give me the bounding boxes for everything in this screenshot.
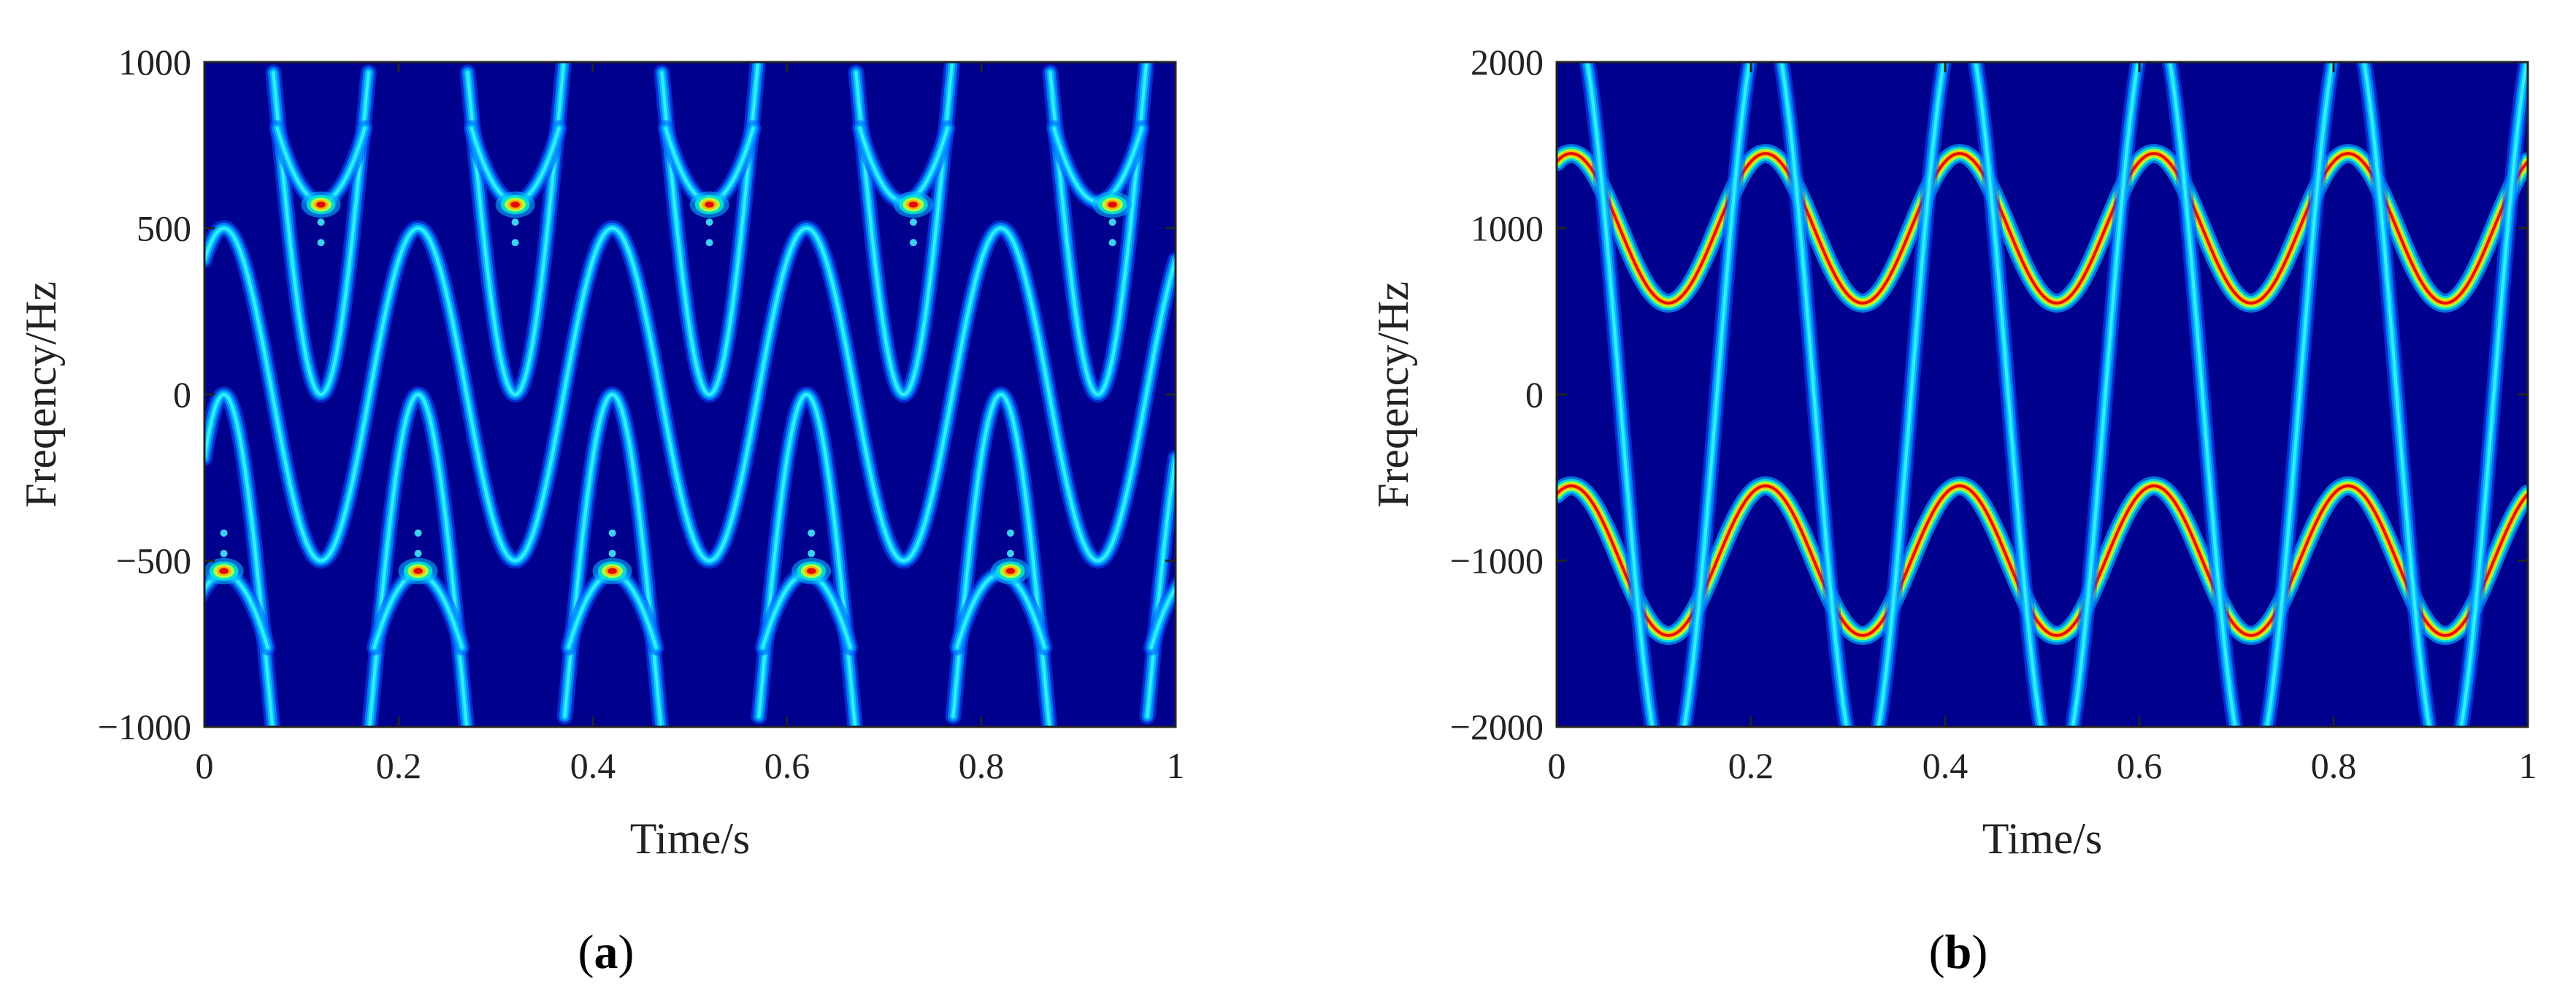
panel-a-peak-dot	[608, 549, 616, 557]
panel-a-peak-dot	[608, 529, 616, 537]
y-tick-label: 500	[137, 208, 191, 249]
x-tick-label: 0.2	[1728, 745, 1774, 786]
panel-a-ridge-0-7-layer-3	[854, 62, 954, 396]
panel-a-cap-1-5-layer-3	[1149, 586, 1176, 649]
panel-a-ridge-0-5-layer-3	[660, 62, 760, 396]
panel-a-peak-blob-4	[607, 568, 617, 574]
panel-a-peak-dot	[808, 529, 816, 537]
panel-a-ridge-1-0-layer-3	[204, 226, 1176, 562]
x-tick-label: 0.8	[2311, 745, 2357, 786]
panel-a-peak	[398, 529, 438, 584]
x-tick-label: 1	[2519, 745, 2537, 786]
x-tick-label: 0.6	[2117, 745, 2163, 786]
panel-a-peak-dot	[317, 218, 325, 226]
panel-a-peak-blob-4	[316, 201, 326, 208]
panel-a-ridge-0-2-layer-3	[368, 393, 469, 727]
panel-a-peak-blob-4	[705, 201, 714, 208]
panel-a-x-axis-title: Time/s	[630, 815, 751, 863]
panel-a-ridge-0-9-layer-3	[1049, 62, 1149, 396]
panel-b-ridge-0-0-layer-4	[1557, 152, 2528, 305]
panel-a-ridge-0-3-layer-3	[466, 62, 566, 396]
panel-a-ridge-0-10-layer-3	[1146, 456, 1176, 718]
panel-a-peak-dot	[414, 529, 422, 537]
panel-b-label-letter: b	[1945, 926, 1972, 979]
y-tick-label: −500	[116, 541, 191, 581]
panel-a-peak	[592, 529, 632, 584]
panel-b-x-axis-title: Time/s	[1982, 815, 2103, 863]
panel-a-peak-blob-4	[1108, 201, 1117, 208]
panel-a-peak-dot	[705, 218, 713, 226]
y-tick-label: 0	[173, 374, 191, 415]
panel-a-peak-dot	[705, 239, 713, 247]
panel-a-peak	[204, 529, 244, 584]
y-tick-label: 0	[1525, 374, 1544, 415]
panel-a-cap-0-5-layer-3	[1249, 129, 1336, 202]
panel-a-peak-dot	[1108, 218, 1116, 226]
panel-a-peak-dot	[220, 529, 228, 537]
panel-b-ridge-1-0-layer-4	[1557, 484, 2528, 637]
y-tick-label: −2000	[1450, 706, 1544, 747]
panel-a-peak-blob-4	[510, 201, 520, 208]
y-tick-label: −1000	[1450, 541, 1544, 581]
x-tick-label: 0.8	[959, 745, 1005, 786]
panel-a-peak-dot	[909, 218, 917, 226]
panel-a-peak	[990, 529, 1030, 584]
panel-a-peak-blob-4	[1005, 568, 1016, 574]
panel-a-label: (a)	[578, 926, 635, 979]
panel-a-peak-dot	[1006, 549, 1014, 557]
panel-a-y-axis-title: Freqency/Hz	[17, 281, 65, 508]
panel-a-peak-dot	[909, 239, 917, 247]
y-tick-label: 1000	[1471, 208, 1544, 249]
panel-a-ridge-0-6-layer-3	[757, 393, 857, 727]
panel-b-y-ticks: −2000 −1000 0 1000 2000	[1450, 42, 2528, 747]
panel-a-peak-dot	[317, 239, 325, 247]
panel-a-peak-dot	[1006, 529, 1014, 537]
panel-a-peak-dot	[414, 549, 422, 557]
panel-a-peak	[893, 191, 933, 247]
panel-a-label-letter: a	[594, 926, 618, 979]
panel-b-label: (b)	[1929, 926, 1988, 979]
panel-a-peak-dot	[220, 549, 228, 557]
panel-a-peak	[791, 529, 832, 584]
panel-a-ridge-0-4-layer-3	[563, 393, 663, 727]
panel-a-peak	[689, 191, 729, 247]
x-tick-label: 1	[1167, 745, 1185, 786]
panel-a-peak-blob-4	[219, 568, 229, 574]
panel-a-peaks	[204, 191, 1132, 584]
panel-a-peak-blob-4	[806, 568, 816, 574]
panel-a-cap-0-5-layer-2	[1249, 129, 1336, 202]
x-tick-label: 0.4	[570, 745, 616, 786]
panel-a-cap-0-5-layer-0	[1249, 129, 1336, 202]
x-tick-label: 0.2	[376, 745, 422, 786]
y-tick-label: −1000	[98, 706, 191, 747]
y-tick-label: 1000	[118, 42, 191, 83]
x-tick-label: 0	[196, 745, 214, 786]
panel-a-peak-dot	[511, 239, 519, 247]
panel-a-peak-dot	[1108, 239, 1116, 247]
y-tick-label: 2000	[1471, 42, 1544, 83]
panel-a-peak-dot	[511, 218, 519, 226]
panel-b-ridge-2-0-layer-3	[1585, 62, 2528, 727]
panel-a-peak	[301, 191, 341, 247]
panel-a-ridge-0-8-layer-3	[951, 393, 1051, 727]
panel-a-x-ticks: 0 0.2 0.4 0.6 0.8 1	[196, 62, 1185, 786]
panel-b-x-ticks: 0 0.2 0.4 0.6 0.8 1	[1548, 62, 2537, 786]
panel-a-peak-dot	[808, 549, 816, 557]
panel-a-cap-0-5-layer-1	[1249, 129, 1336, 202]
panel-a-peak	[1092, 191, 1132, 247]
panel-a-peak-blob-4	[908, 201, 919, 208]
panel-a-ridge-0-1-layer-3	[272, 71, 370, 396]
panel-b: −2000 −1000 0 1000 2000 0 0.2 0.4 0.6 0.8 1 Time/…	[1369, 42, 2537, 979]
panel-a-ridges	[204, 62, 1336, 727]
panel-a-y-ticks: −1000 −500 0 500 1000	[98, 42, 1176, 747]
panel-a-peak	[495, 191, 535, 247]
panel-b-y-axis-title: Freqency/Hz	[1369, 281, 1417, 508]
panel-a-peak-blob-4	[413, 568, 423, 574]
x-tick-label: 0	[1548, 745, 1566, 786]
x-tick-label: 0.4	[1923, 745, 1969, 786]
panel-b-ridges	[1557, 62, 2528, 727]
x-tick-label: 0.6	[764, 745, 810, 786]
